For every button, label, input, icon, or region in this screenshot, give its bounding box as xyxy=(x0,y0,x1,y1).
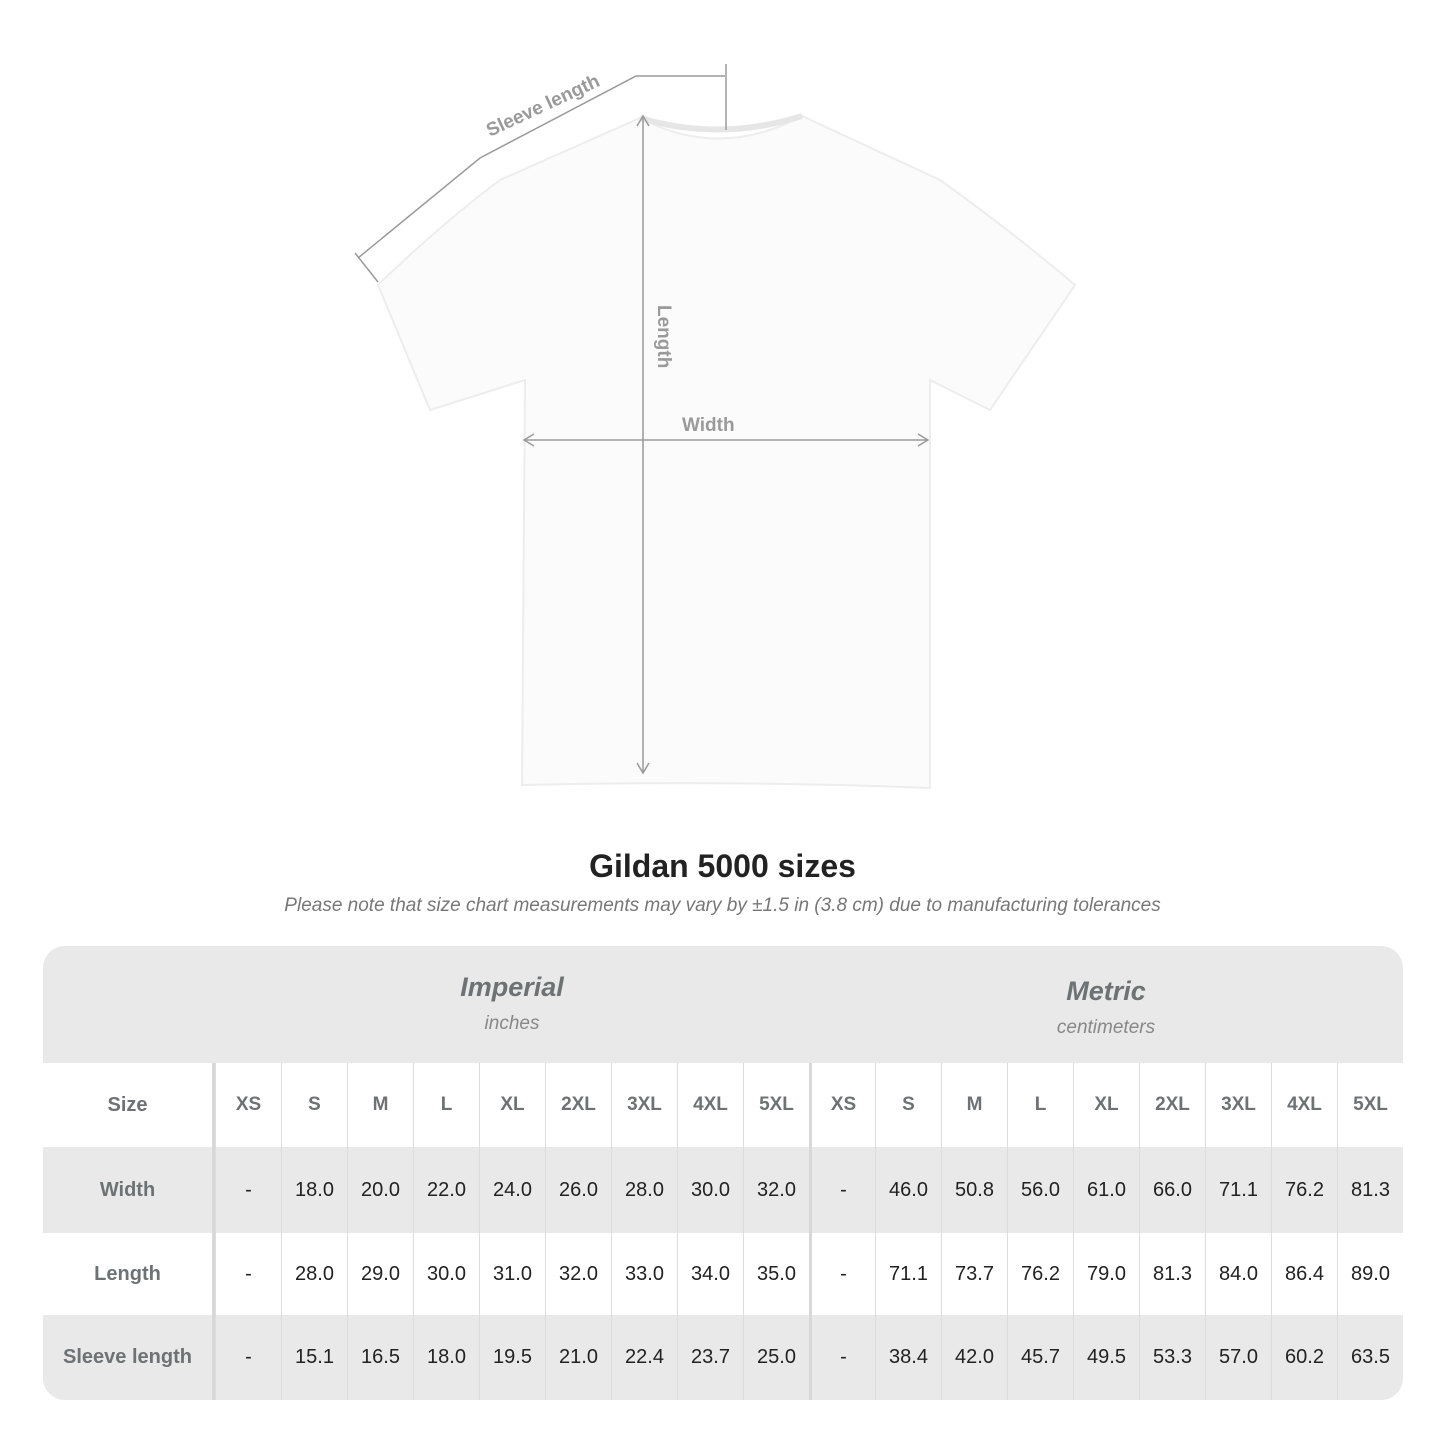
tshirt-diagram: Sleeve length Length Width xyxy=(354,64,1077,790)
size-header-metric: 2XL xyxy=(1139,1063,1205,1147)
imperial-value: 30.0 xyxy=(677,1147,743,1233)
imperial-value: 31.0 xyxy=(479,1233,545,1315)
table-row: Sleeve length -15.1 16.5 18.0 19.5 21.0 22.4 23… xyxy=(43,1315,1403,1400)
size-header-imperial: XL xyxy=(479,1063,545,1147)
imperial-value: 22.0 xyxy=(413,1147,479,1233)
row-label: Length xyxy=(43,1233,215,1315)
size-table: Imperial inches Metric centimeters Size X… xyxy=(43,946,1403,1400)
metric-value: 73.7 xyxy=(941,1233,1007,1315)
imperial-value: - xyxy=(215,1233,281,1315)
size-header-imperial: L xyxy=(413,1063,479,1147)
table-row: Length -28.0 29.0 30.0 31.0 32.0 33.0 34.0 35.0-… xyxy=(43,1233,1403,1315)
size-header-metric: XL xyxy=(1073,1063,1139,1147)
imperial-value: - xyxy=(215,1315,281,1400)
imperial-value: 34.0 xyxy=(677,1233,743,1315)
imperial-value: - xyxy=(215,1147,281,1233)
size-header-metric: 5XL xyxy=(1337,1063,1403,1147)
size-header-metric: 3XL xyxy=(1205,1063,1271,1147)
metric-value: 57.0 xyxy=(1205,1315,1271,1400)
size-header-metric: L xyxy=(1007,1063,1073,1147)
size-header-imperial: 3XL xyxy=(611,1063,677,1147)
metric-value: 71.1 xyxy=(1205,1147,1271,1233)
imperial-value: 21.0 xyxy=(545,1315,611,1400)
size-header-row: Size XS S M L XL 2XL 3XL 4XL 5XL XS S M L XL 2XL 3XL 4XL 5… xyxy=(43,1063,1403,1147)
metric-value: 89.0 xyxy=(1337,1233,1403,1315)
metric-value: 49.5 xyxy=(1073,1315,1139,1400)
metric-value: 63.5 xyxy=(1337,1315,1403,1400)
metric-value: 86.4 xyxy=(1271,1233,1337,1315)
metric-value: 79.0 xyxy=(1073,1233,1139,1315)
table-row: Width -18.0 20.0 22.0 24.0 26.0 28.0 30.0 32.0-4… xyxy=(43,1147,1403,1233)
imperial-value: 23.7 xyxy=(677,1315,743,1400)
metric-value: 60.2 xyxy=(1271,1315,1337,1400)
size-header-metric: S xyxy=(875,1063,941,1147)
imperial-value: 28.0 xyxy=(611,1147,677,1233)
size-header-imperial: 2XL xyxy=(545,1063,611,1147)
imperial-header: Imperial inches xyxy=(215,946,809,1089)
metric-value: 38.4 xyxy=(875,1315,941,1400)
imperial-value: 22.4 xyxy=(611,1315,677,1400)
imperial-value: 15.1 xyxy=(281,1315,347,1400)
metric-value: 50.8 xyxy=(941,1147,1007,1233)
size-header-imperial: XS xyxy=(215,1063,281,1147)
tshirt-shape xyxy=(376,114,1077,790)
imperial-value: 20.0 xyxy=(347,1147,413,1233)
size-header-imperial: 5XL xyxy=(743,1063,809,1147)
size-header-imperial: 4XL xyxy=(677,1063,743,1147)
imperial-value: 32.0 xyxy=(545,1233,611,1315)
width-label: Width xyxy=(682,415,735,436)
imperial-unit: inches xyxy=(484,1013,540,1034)
metric-value: 84.0 xyxy=(1205,1233,1271,1315)
imperial-value: 35.0 xyxy=(743,1233,809,1315)
metric-value: 66.0 xyxy=(1139,1147,1205,1233)
imperial-value: 26.0 xyxy=(545,1147,611,1233)
metric-value: 71.1 xyxy=(875,1233,941,1315)
metric-value: 42.0 xyxy=(941,1315,1007,1400)
chart-title: Gildan 5000 sizes xyxy=(589,848,856,884)
size-label: Size xyxy=(43,1063,215,1147)
size-header-metric: 4XL xyxy=(1271,1063,1337,1147)
metric-value: 81.3 xyxy=(1337,1147,1403,1233)
size-header-imperial: S xyxy=(281,1063,347,1147)
metric-header: Metric centimeters xyxy=(809,946,1403,1093)
row-label: Width xyxy=(43,1147,215,1233)
metric-value: 53.3 xyxy=(1139,1315,1205,1400)
imperial-value: 33.0 xyxy=(611,1233,677,1315)
sleeve-length-label: Sleeve length xyxy=(483,71,603,142)
sleeve-length-line xyxy=(357,75,725,259)
metric-value: 56.0 xyxy=(1007,1147,1073,1233)
metric-title: Metric xyxy=(1066,976,1146,1006)
imperial-value: 28.0 xyxy=(281,1233,347,1315)
metric-value: 45.7 xyxy=(1007,1315,1073,1400)
imperial-value: 19.5 xyxy=(479,1315,545,1400)
size-header-imperial: M xyxy=(347,1063,413,1147)
imperial-value: 29.0 xyxy=(347,1233,413,1315)
imperial-value: 18.0 xyxy=(281,1147,347,1233)
imperial-value: 32.0 xyxy=(743,1147,809,1233)
size-header-metric: M xyxy=(941,1063,1007,1147)
metric-value: - xyxy=(809,1147,875,1233)
metric-value: - xyxy=(809,1315,875,1400)
imperial-value: 16.5 xyxy=(347,1315,413,1400)
tolerance-note: Please note that size chart measurements… xyxy=(284,895,1161,916)
metric-value: 76.2 xyxy=(1007,1233,1073,1315)
row-label: Sleeve length xyxy=(43,1315,215,1400)
metric-value: 81.3 xyxy=(1139,1233,1205,1315)
imperial-value: 25.0 xyxy=(743,1315,809,1400)
length-label: Length xyxy=(653,305,674,368)
imperial-value: 24.0 xyxy=(479,1147,545,1233)
imperial-value: 30.0 xyxy=(413,1233,479,1315)
metric-value: 46.0 xyxy=(875,1147,941,1233)
size-header-metric: XS xyxy=(809,1063,875,1147)
metric-value: 61.0 xyxy=(1073,1147,1139,1233)
metric-unit: centimeters xyxy=(1056,1017,1156,1038)
imperial-value: 18.0 xyxy=(413,1315,479,1400)
metric-value: - xyxy=(809,1233,875,1315)
imperial-title: Imperial xyxy=(460,972,564,1002)
metric-value: 76.2 xyxy=(1271,1147,1337,1233)
